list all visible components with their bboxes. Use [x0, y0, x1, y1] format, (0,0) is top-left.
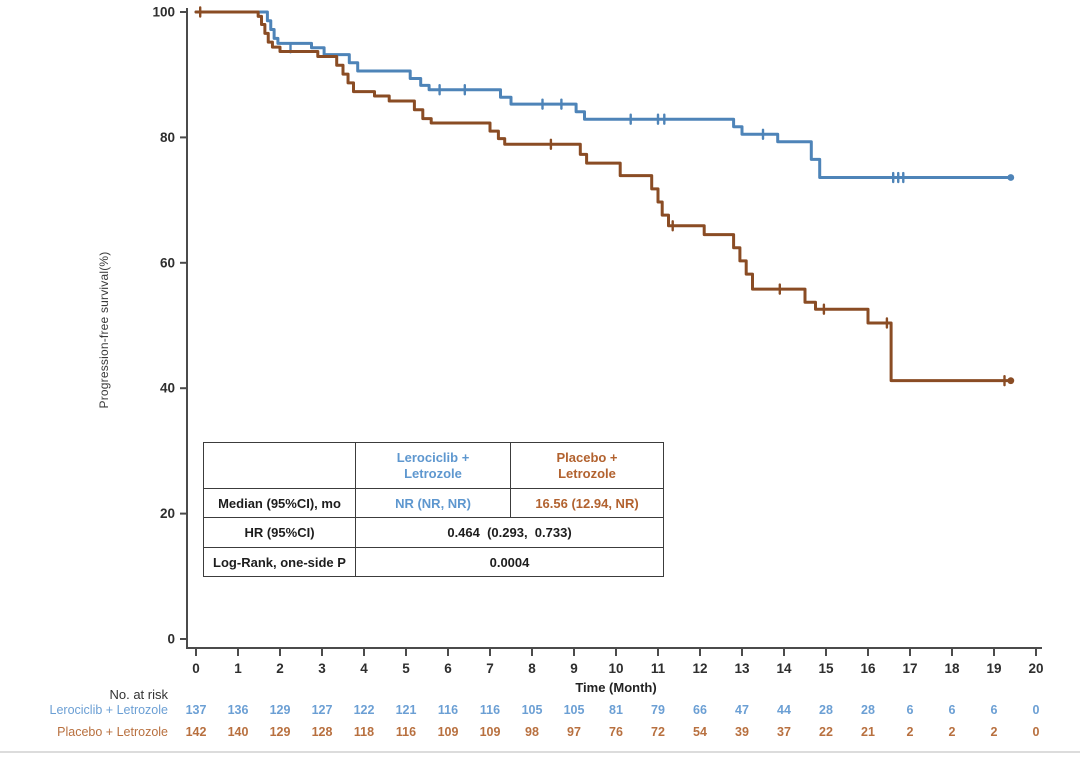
risk-count: 2 [948, 725, 956, 739]
risk-row-label-lerociclib: Lerociclib + Letrozole [49, 703, 168, 717]
x-tick-label: 4 [360, 661, 368, 676]
hr-label: HR (95%CI) [203, 517, 356, 548]
x-tick-label: 9 [570, 661, 578, 676]
risk-count: 72 [651, 725, 665, 739]
curve-end-dot [1007, 174, 1015, 181]
risk-count: 6 [906, 703, 914, 717]
x-tick-label: 3 [318, 661, 326, 676]
risk-count: 39 [735, 725, 749, 739]
risk-count: 76 [609, 725, 623, 739]
median-value-placebo: 16.56 (12.94, NR) [510, 488, 664, 518]
y-tick-label: 80 [160, 130, 175, 145]
risk-count: 137 [185, 703, 207, 717]
x-tick-label: 19 [986, 661, 1001, 676]
stats-hr-row: HR (95%CI) 0.464 (0.293, 0.733) [203, 517, 664, 548]
logrank-label: Log-Rank, one-side P [203, 547, 356, 577]
x-tick-label: 8 [528, 661, 536, 676]
y-tick-label: 60 [160, 255, 175, 270]
risk-count: 128 [311, 725, 333, 739]
x-tick-label: 14 [776, 661, 792, 676]
x-tick-label: 10 [608, 661, 623, 676]
risk-count: 129 [269, 703, 291, 717]
curve-end-dot [1007, 377, 1015, 385]
risk-count: 21 [861, 725, 875, 739]
logrank-value: 0.0004 [355, 547, 664, 577]
stats-median-row: Median (95%CI), mo NR (NR, NR) 16.56 (12… [203, 488, 664, 518]
x-tick-label: 16 [860, 661, 876, 676]
risk-count: 121 [395, 703, 417, 717]
risk-count: 2 [906, 725, 914, 739]
risk-count: 116 [395, 725, 417, 739]
risk-count: 54 [693, 725, 707, 739]
risk-count: 118 [353, 725, 375, 739]
stats-header-row: Lerociclib + Letrozole Placebo + Letrozo… [203, 442, 664, 489]
risk-count: 47 [735, 703, 749, 717]
risk-count: 140 [227, 725, 249, 739]
risk-count: 109 [437, 725, 459, 739]
x-tick-label: 15 [818, 661, 834, 676]
x-tick-label: 6 [444, 661, 452, 676]
bottom-divider [0, 751, 1080, 753]
x-tick-label: 17 [902, 661, 917, 676]
y-tick-label: 20 [160, 506, 175, 521]
risk-table-title: No. at risk [109, 687, 168, 702]
risk-count: 116 [479, 703, 501, 717]
y-tick-label: 0 [167, 632, 175, 647]
risk-row-label-placebo: Placebo + Letrozole [57, 725, 168, 739]
risk-count: 0 [1032, 725, 1040, 739]
risk-count: 6 [990, 703, 998, 717]
y-axis-title: Progression-free survival(%) [97, 251, 111, 409]
x-tick-label: 12 [692, 661, 707, 676]
stats-header-empty [203, 442, 356, 489]
x-axis-title: Time (Month) [575, 680, 657, 695]
stats-logrank-row: Log-Rank, one-side P 0.0004 [203, 547, 664, 577]
risk-count: 109 [479, 725, 501, 739]
median-value-lerociclib: NR (NR, NR) [355, 488, 511, 518]
median-label: Median (95%CI), mo [203, 488, 356, 518]
survival-curve-placebo [194, 10, 1013, 383]
risk-count: 127 [311, 703, 333, 717]
stats-header-lerociclib: Lerociclib + Letrozole [355, 442, 511, 489]
x-tick-label: 7 [486, 661, 494, 676]
risk-count: 22 [819, 725, 833, 739]
risk-count: 37 [777, 725, 791, 739]
risk-count: 79 [651, 703, 665, 717]
x-tick-label: 13 [734, 661, 750, 676]
x-tick-label: 20 [1028, 661, 1043, 676]
risk-count: 97 [567, 725, 581, 739]
risk-count: 129 [269, 725, 291, 739]
risk-count: 0 [1032, 703, 1040, 717]
risk-count: 81 [609, 703, 623, 717]
risk-count: 105 [563, 703, 585, 717]
x-tick-label: 18 [944, 661, 960, 676]
stats-header-placebo: Placebo + Letrozole [510, 442, 664, 489]
x-tick-label: 2 [276, 661, 284, 676]
risk-count: 28 [861, 703, 875, 717]
y-tick-label: 100 [152, 5, 175, 20]
hr-value: 0.464 (0.293, 0.733) [355, 517, 664, 548]
risk-count: 98 [525, 725, 539, 739]
risk-count: 6 [948, 703, 956, 717]
risk-count: 2 [990, 725, 998, 739]
risk-count: 28 [819, 703, 833, 717]
risk-count: 66 [693, 703, 707, 717]
risk-count: 105 [521, 703, 543, 717]
risk-count: 116 [437, 703, 459, 717]
y-tick-label: 40 [160, 381, 175, 396]
risk-count: 122 [353, 703, 375, 717]
risk-count: 136 [227, 703, 249, 717]
risk-count: 142 [185, 725, 207, 739]
statistics-table: Lerociclib + Letrozole Placebo + Letrozo… [203, 442, 664, 577]
x-tick-label: 1 [234, 661, 242, 676]
x-tick-label: 5 [402, 661, 410, 676]
x-tick-label: 11 [651, 661, 666, 676]
risk-count: 44 [777, 703, 791, 717]
x-tick-label: 0 [192, 661, 200, 676]
survival-curve-lerociclib [194, 10, 1013, 180]
